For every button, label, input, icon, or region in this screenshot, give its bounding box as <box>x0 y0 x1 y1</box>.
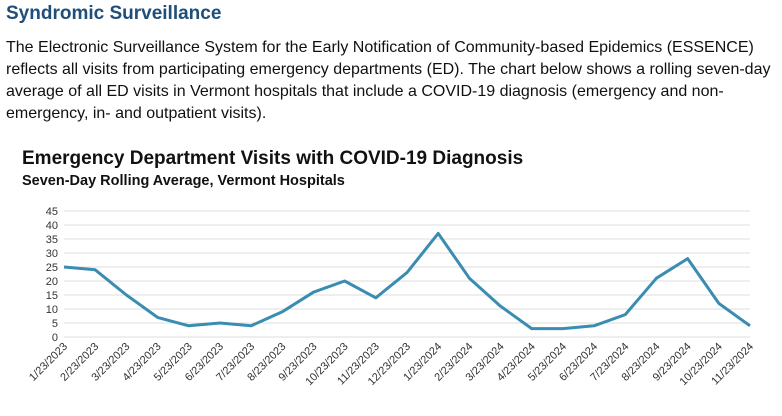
y-tick-label: 35 <box>46 234 58 246</box>
chart: Emergency Department Visits with COVID-1… <box>22 148 756 388</box>
y-tick-label: 30 <box>46 248 58 260</box>
y-tick-label: 45 <box>46 206 58 218</box>
y-tick-label: 0 <box>52 332 58 344</box>
chart-title: Emergency Department Visits with COVID-1… <box>22 148 523 169</box>
y-tick-label: 25 <box>46 262 58 274</box>
y-tick-label: 10 <box>46 304 58 316</box>
y-tick-label: 40 <box>46 220 58 232</box>
page-title: Syndromic Surveillance <box>6 3 222 24</box>
y-tick-label: 15 <box>46 290 58 302</box>
data-line <box>63 231 751 331</box>
chart-subtitle: Seven-Day Rolling Average, Vermont Hospi… <box>22 173 345 189</box>
y-tick-label: 20 <box>46 276 58 288</box>
intro-text: The Electronic Surveillance System for t… <box>6 39 771 122</box>
y-tick-label: 5 <box>52 318 58 330</box>
